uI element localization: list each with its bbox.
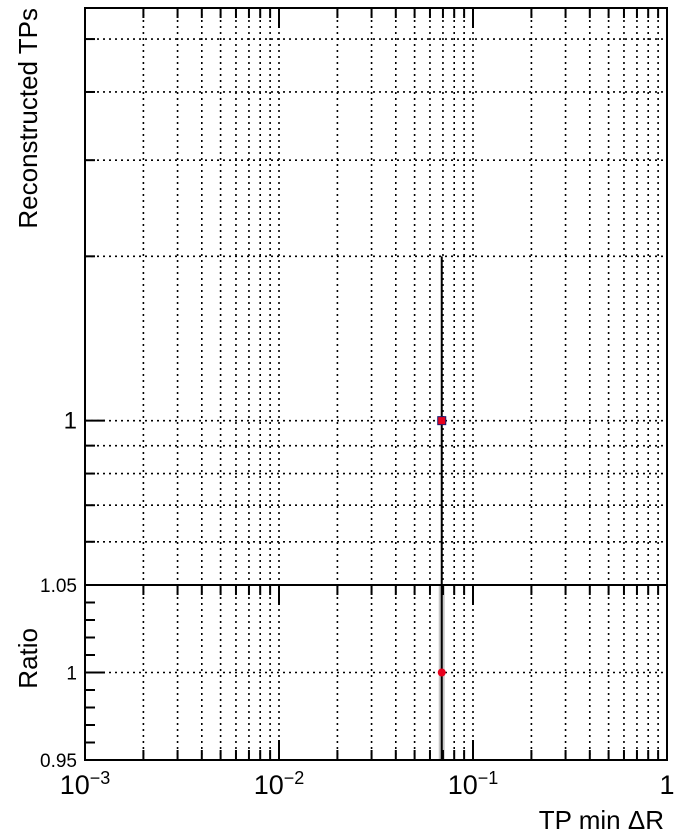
axis-ticks: [84, 8, 668, 761]
x-tick-label: 10−2: [254, 768, 305, 800]
y-axis-title-top: Reconstructed TPs: [13, 8, 43, 229]
x-tick-label: 10−1: [448, 768, 499, 800]
ratio-pad-frame: [84, 584, 668, 761]
y-tick-label-ratio: 1: [66, 664, 77, 685]
x-tick-label: 1: [659, 770, 674, 800]
axis-labels: Reconstructed TPs Ratio TP min ΔR 10.951…: [13, 8, 674, 834]
y-tick-label-top: 1: [64, 408, 77, 435]
data-layer: [437, 256, 447, 760]
top-pad-frame: [84, 7, 668, 586]
y-axis-title-ratio: Ratio: [13, 628, 43, 689]
y-tick-label-ratio: 0.95: [40, 751, 77, 772]
x-tick-label: 10−3: [60, 768, 111, 800]
x-axis-title: TP min ΔR: [539, 805, 664, 834]
grid-lines: [85, 8, 667, 760]
axes-frame: [84, 7, 668, 761]
y-tick-label-ratio: 1.05: [40, 576, 77, 597]
top-data-point: [437, 416, 447, 426]
ratio-data-point: [437, 668, 446, 677]
